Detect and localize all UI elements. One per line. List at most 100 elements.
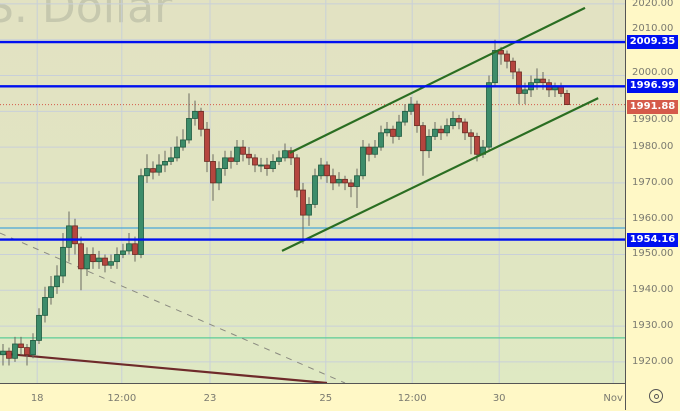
candle (336, 172, 342, 187)
candle-body (336, 178, 342, 184)
candle-body (114, 254, 120, 263)
candle (120, 243, 126, 259)
candle (486, 75, 492, 151)
candle-body (462, 121, 468, 134)
candle-body (132, 243, 138, 255)
candle-body (366, 146, 372, 155)
candle (288, 147, 294, 166)
candle-body (450, 118, 456, 127)
candle (330, 168, 336, 191)
candle-body (144, 168, 150, 177)
candle (42, 286, 48, 323)
candle-body (504, 53, 510, 62)
candle (66, 211, 72, 262)
candle-body (156, 164, 162, 173)
candle-body (390, 128, 396, 137)
candle (96, 250, 102, 269)
candle (462, 118, 468, 140)
candle-body (12, 343, 18, 359)
candle-body (348, 182, 354, 187)
price-tick-label: 1960.00 (632, 212, 674, 224)
time-tick-label: 18 (30, 393, 44, 404)
candle-body (444, 125, 450, 134)
chart-plot-area[interactable]: S. Dollar (0, 0, 625, 383)
candle-body (48, 286, 54, 298)
time-tick-label: 25 (319, 393, 333, 404)
candle-body (72, 225, 78, 245)
level-price-label: 2009.35 (627, 35, 678, 50)
time-tick-label: 23 (203, 393, 217, 404)
candle (306, 197, 312, 226)
candle-body (102, 257, 108, 266)
trendline (281, 97, 599, 252)
candle-body (330, 175, 336, 184)
candle (450, 111, 456, 130)
candle (456, 114, 462, 130)
candle (348, 179, 354, 198)
candle (216, 161, 222, 191)
candle-body (234, 146, 240, 162)
candle-body (24, 347, 30, 356)
candle-body (342, 178, 348, 184)
candle-body (84, 254, 90, 270)
candle-body (516, 71, 522, 94)
candle (0, 343, 6, 366)
candle (396, 114, 402, 140)
candle-body (66, 225, 72, 248)
candle (240, 139, 246, 162)
candle (312, 168, 318, 208)
candle (198, 107, 204, 137)
candle-body (564, 93, 570, 105)
price-tick-label: 2020.00 (632, 0, 674, 9)
candle (360, 139, 366, 180)
candle (138, 168, 144, 259)
candle (546, 79, 552, 98)
candle-body (120, 250, 126, 255)
candle (174, 136, 180, 162)
candle (246, 147, 252, 166)
candle-body (90, 254, 96, 263)
candle (156, 154, 162, 176)
price-tick-label: 1940.00 (632, 284, 674, 296)
trendline (0, 232, 346, 383)
candle (48, 275, 54, 305)
level-price-label: 1996.99 (627, 79, 678, 94)
candle-body (432, 128, 438, 137)
settings-gear-icon[interactable] (649, 389, 663, 403)
candle (204, 122, 210, 173)
candle (342, 175, 348, 191)
time-tick-label: 12:00 (397, 393, 427, 404)
candle-body (276, 157, 282, 162)
candle (414, 100, 420, 133)
candle-body (534, 78, 540, 84)
candle-body (312, 175, 318, 205)
candle (228, 150, 234, 169)
candle (162, 150, 168, 173)
candle-body (216, 168, 222, 184)
candle-body (324, 164, 330, 177)
candle-body (306, 203, 312, 216)
price-tick-label: 1970.00 (632, 176, 674, 188)
candle (510, 57, 516, 80)
candle-body (354, 175, 360, 187)
time-axis[interactable]: 18 12:00 23 25 12:00 30 Nov (0, 383, 625, 411)
candle-body (264, 164, 270, 169)
candle (366, 143, 372, 162)
price-tick-label: 1980.00 (632, 141, 674, 153)
candle (114, 247, 120, 269)
candle (12, 336, 18, 362)
candle (222, 150, 228, 176)
candle (354, 168, 360, 208)
candle (504, 50, 510, 69)
candle (264, 157, 270, 176)
price-axis[interactable]: 2009.35 1996.99 1954.16 1991.88 1920.00 1930.… (625, 0, 680, 410)
candle-body (300, 189, 306, 216)
candle (234, 139, 240, 166)
candle (36, 308, 42, 344)
candle-body (174, 146, 180, 159)
candle-body (270, 161, 276, 169)
candle (390, 125, 396, 144)
candle (24, 343, 30, 366)
candlestick-chart (0, 0, 625, 383)
candle (552, 82, 558, 98)
